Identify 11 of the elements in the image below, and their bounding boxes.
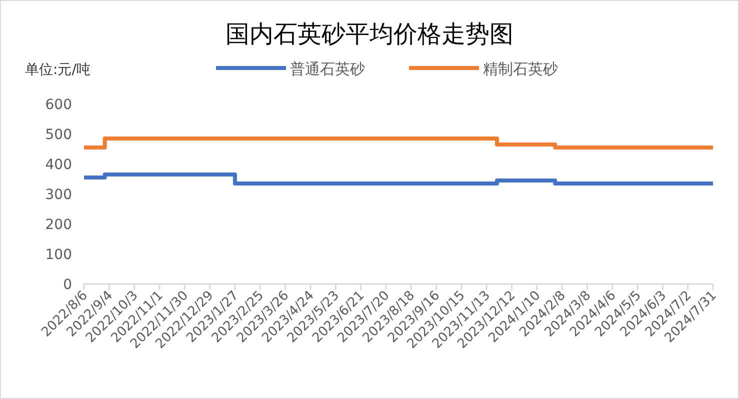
y-tick-label: 500 xyxy=(45,127,72,143)
y-tick-label: 400 xyxy=(45,157,72,173)
y-axis-title: 单位:元/吨 xyxy=(25,62,90,78)
y-tick-label: 200 xyxy=(45,217,72,233)
y-tick-label: 100 xyxy=(45,247,72,263)
legend-label: 精制石英砂 xyxy=(483,60,558,78)
y-tick-label: 0 xyxy=(63,277,72,293)
y-tick-label: 600 xyxy=(45,97,72,113)
y-tick-label: 300 xyxy=(45,187,72,203)
legend-label: 普通石英砂 xyxy=(290,60,365,78)
chart-title: 国内石英砂平均价格走势图 xyxy=(226,20,514,48)
